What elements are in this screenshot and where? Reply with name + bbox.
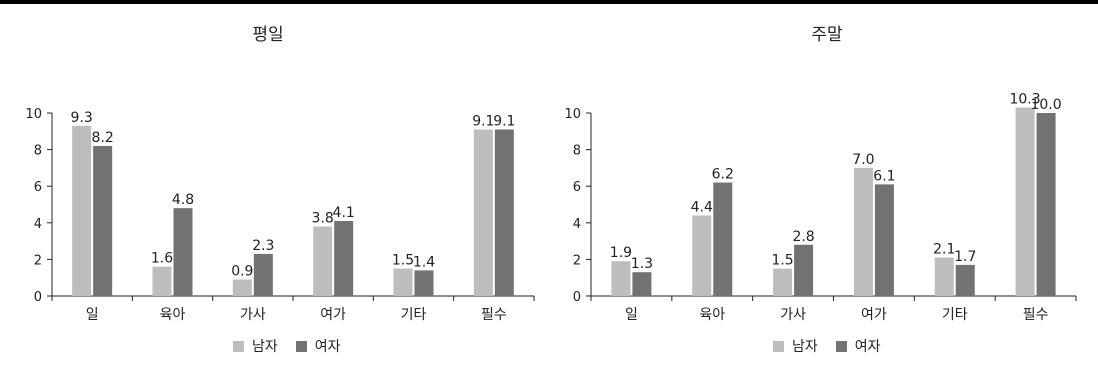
legend-weekday: 남자 여자 (233, 336, 359, 356)
bar-female (874, 184, 894, 296)
x-category-label: 가사 (780, 307, 806, 323)
y-tick-label: 10 (564, 107, 581, 122)
bar-male (152, 266, 172, 296)
data-label: 2.3 (252, 238, 274, 254)
x-category-label: 육아 (699, 307, 725, 323)
x-category-label: 일 (625, 307, 638, 323)
data-label: 1.5 (771, 253, 793, 269)
y-tick-label: 2 (34, 253, 42, 268)
data-label: 9.1 (493, 113, 515, 129)
data-label: 1.5 (392, 253, 414, 269)
x-category-label: 여가 (861, 307, 887, 323)
data-label: 9.3 (71, 110, 93, 126)
data-label: 3.8 (312, 210, 334, 226)
bar-female (253, 253, 273, 296)
legend-swatch-female (295, 340, 307, 352)
x-category-label: 여가 (320, 307, 346, 323)
legend-item-male: 남자 (773, 336, 818, 356)
legend-item-male: 남자 (233, 336, 278, 356)
y-tick-label: 8 (34, 144, 42, 159)
x-category-label: 육아 (160, 307, 186, 323)
y-tick-label: 2 (573, 253, 581, 268)
data-label: 10.0 (1030, 97, 1061, 113)
legend-swatch-male (233, 340, 244, 352)
y-tick-label: 4 (34, 217, 42, 232)
bar-female (632, 272, 652, 296)
data-label: 9.1 (472, 113, 494, 129)
legend-swatch-female (835, 340, 847, 352)
x-category-label: 일 (86, 307, 99, 323)
data-label: 4.8 (172, 192, 194, 208)
bar-male (393, 268, 413, 296)
legend-label-female: 여자 (854, 339, 881, 355)
bar-female (494, 129, 514, 296)
data-label: 4.1 (333, 205, 355, 221)
bar-male (72, 125, 92, 296)
data-label: 7.0 (852, 152, 874, 168)
data-label: 4.4 (691, 199, 713, 215)
y-tick-label: 0 (573, 290, 581, 305)
bar-female (414, 270, 434, 296)
data-label: 1.3 (631, 256, 653, 272)
bar-female (334, 220, 354, 296)
bar-male (1015, 107, 1035, 296)
legend-weekend: 남자 여자 (773, 336, 899, 356)
legend-label-male: 남자 (252, 339, 278, 355)
bar-female (93, 145, 113, 296)
data-label: 0.9 (231, 264, 253, 280)
bar-male (692, 215, 712, 296)
bar-female (794, 244, 814, 296)
bar-male (473, 129, 493, 296)
data-label: 1.7 (954, 249, 976, 265)
legend-swatch-male (773, 340, 784, 352)
legend-item-female: 여자 (835, 336, 881, 356)
top-rule (0, 0, 1098, 4)
y-tick-label: 6 (573, 180, 581, 195)
data-label: 6.1 (873, 168, 895, 184)
data-label: 2.1 (933, 242, 955, 258)
bar-male (773, 268, 793, 296)
bar-male (611, 261, 631, 296)
data-label: 10.3 (1009, 92, 1040, 108)
data-label: 2.8 (792, 229, 814, 245)
bar-female (173, 208, 193, 296)
bar-female (713, 182, 733, 296)
legend-label-female: 여자 (314, 339, 341, 355)
y-tick-label: 10 (25, 107, 42, 122)
y-tick-label: 0 (34, 290, 42, 305)
y-tick-label: 4 (573, 217, 581, 232)
bar-female (1036, 113, 1056, 296)
y-tick-label: 8 (573, 144, 581, 159)
y-tick-label: 6 (34, 180, 42, 195)
x-category-label: 가사 (240, 307, 266, 323)
x-category-label: 기타 (942, 307, 968, 323)
bar-male (853, 167, 873, 296)
data-label: 8.2 (92, 130, 114, 146)
x-category-label: 필수 (481, 307, 507, 323)
data-label: 6.2 (712, 167, 734, 183)
data-label: 1.4 (413, 254, 435, 270)
bar-female (955, 264, 975, 296)
bar-male (934, 257, 954, 296)
legend-label-male: 남자 (792, 339, 818, 355)
bar-male (313, 226, 333, 296)
legend-item-female: 여자 (295, 336, 341, 356)
chart-title-weekend: 주말 (811, 25, 843, 45)
x-category-label: 기타 (401, 307, 427, 323)
data-label: 1.9 (610, 245, 632, 261)
bar-male (232, 279, 252, 296)
x-category-label: 필수 (1023, 307, 1049, 323)
chart-title-weekday: 평일 (252, 25, 284, 45)
data-label: 1.6 (151, 251, 173, 267)
